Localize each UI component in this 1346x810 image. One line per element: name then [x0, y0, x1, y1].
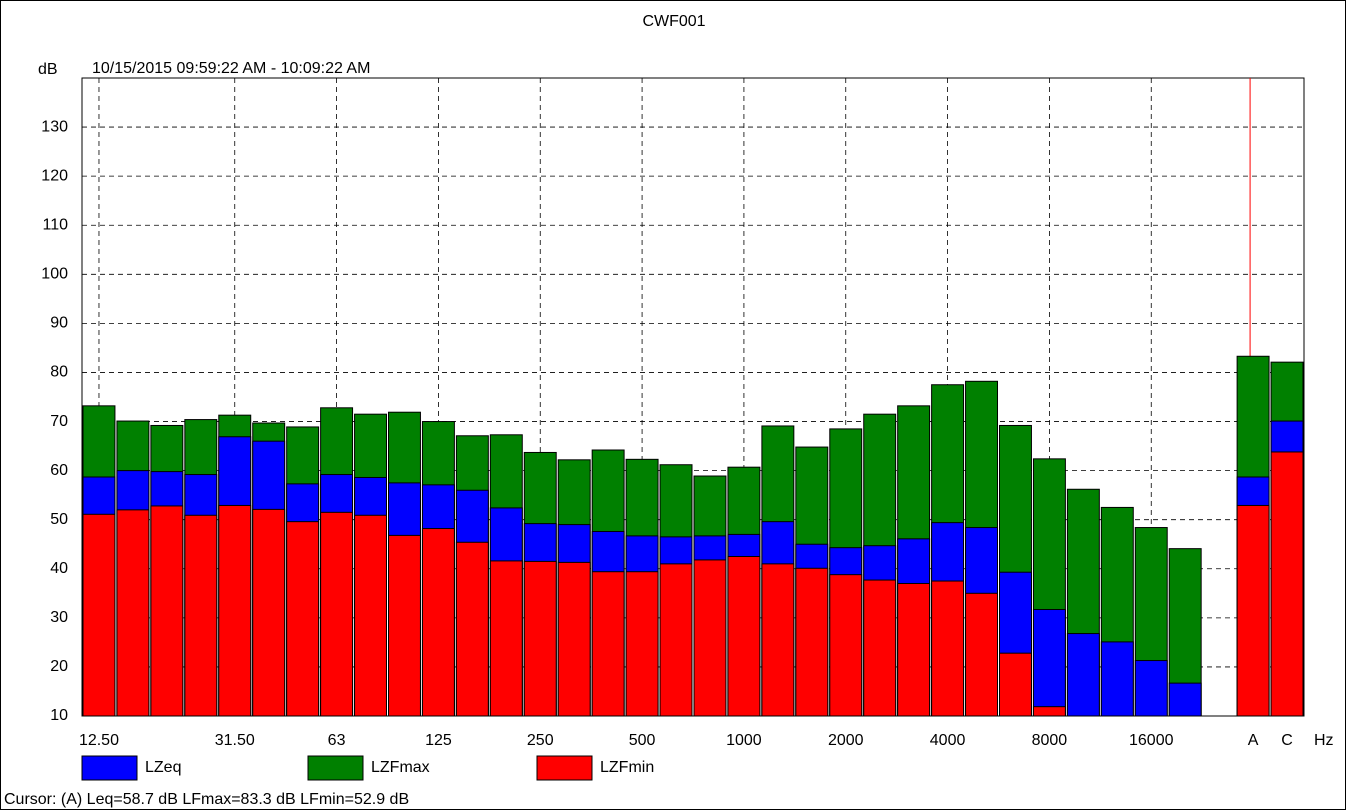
bar	[795, 567, 829, 717]
chart-title: CWF001	[642, 13, 705, 30]
x-tick-label: 250	[527, 732, 554, 749]
bar	[625, 571, 659, 717]
bar	[999, 652, 1032, 717]
bar	[693, 559, 727, 717]
subtitle: 10/15/2015 09:59:22 AM - 10:09:22 AM	[92, 60, 370, 77]
y-tick-label: 100	[41, 266, 68, 283]
bar	[727, 556, 761, 717]
bar	[931, 580, 965, 717]
x-tick-label: 4000	[930, 732, 966, 749]
y-tick-label: 40	[50, 560, 68, 577]
x-tick-label: 8000	[1032, 732, 1068, 749]
x-tick-label: 500	[629, 732, 656, 749]
legend-swatch	[81, 755, 138, 781]
bar	[455, 541, 489, 717]
y-tick-label: 50	[50, 511, 68, 528]
legend-label: LZFmax	[371, 759, 430, 776]
y-tick-label: 20	[50, 658, 68, 675]
bar	[557, 561, 591, 717]
bar	[489, 560, 523, 717]
y-tick-label: 60	[50, 462, 68, 479]
bar	[1168, 682, 1202, 717]
bar	[523, 560, 557, 717]
bar	[659, 563, 693, 717]
bar	[965, 592, 998, 717]
y-tick-label: 90	[50, 315, 68, 332]
bar	[320, 511, 354, 717]
legend-swatch	[536, 755, 593, 781]
bar	[1270, 451, 1304, 717]
bar	[1066, 633, 1100, 717]
y-tick-label: 120	[41, 167, 68, 184]
bar	[1032, 609, 1066, 717]
bar	[218, 504, 252, 717]
bar	[1236, 504, 1270, 717]
bar	[184, 514, 218, 717]
y-axis-label: dB	[38, 61, 58, 78]
bar	[421, 528, 455, 717]
legend-label: LZeq	[145, 759, 181, 776]
bar	[252, 508, 286, 717]
y-tick-label: 80	[50, 364, 68, 381]
x-tick-label: A	[1248, 732, 1259, 749]
x-tick-label: 2000	[828, 732, 864, 749]
plot-frame	[81, 77, 1305, 717]
x-axis-label: Hz	[1314, 732, 1334, 749]
legend-label: LZFmin	[600, 759, 654, 776]
cursor-readout: Cursor: (A) Leq=58.7 dB LFmax=83.3 dB LF…	[4, 791, 409, 808]
y-tick-label: 70	[50, 413, 68, 430]
bar	[1032, 706, 1066, 717]
bar	[829, 574, 863, 717]
bar	[591, 571, 625, 717]
y-tick-label: 130	[41, 118, 68, 135]
x-tick-label: 12.50	[79, 732, 119, 749]
x-tick-label: 16000	[1129, 732, 1174, 749]
bar	[82, 513, 116, 717]
legend-swatch	[307, 755, 364, 781]
x-tick-label: 63	[328, 732, 346, 749]
y-tick-label: 30	[50, 609, 68, 626]
y-tick-label: 110	[42, 216, 68, 233]
bar	[863, 579, 897, 717]
bar	[897, 582, 931, 717]
bar	[1100, 641, 1134, 717]
bar	[286, 521, 320, 717]
x-tick-label: 125	[425, 732, 452, 749]
bar	[116, 509, 150, 717]
y-tick-label: 10	[50, 707, 68, 724]
x-tick-label: 1000	[726, 732, 762, 749]
x-tick-label: 31.50	[215, 732, 255, 749]
bar	[354, 514, 387, 717]
bar	[761, 563, 795, 717]
bar	[1134, 660, 1168, 717]
x-tick-label: C	[1281, 732, 1293, 749]
bar	[388, 534, 421, 717]
bar	[150, 505, 184, 717]
